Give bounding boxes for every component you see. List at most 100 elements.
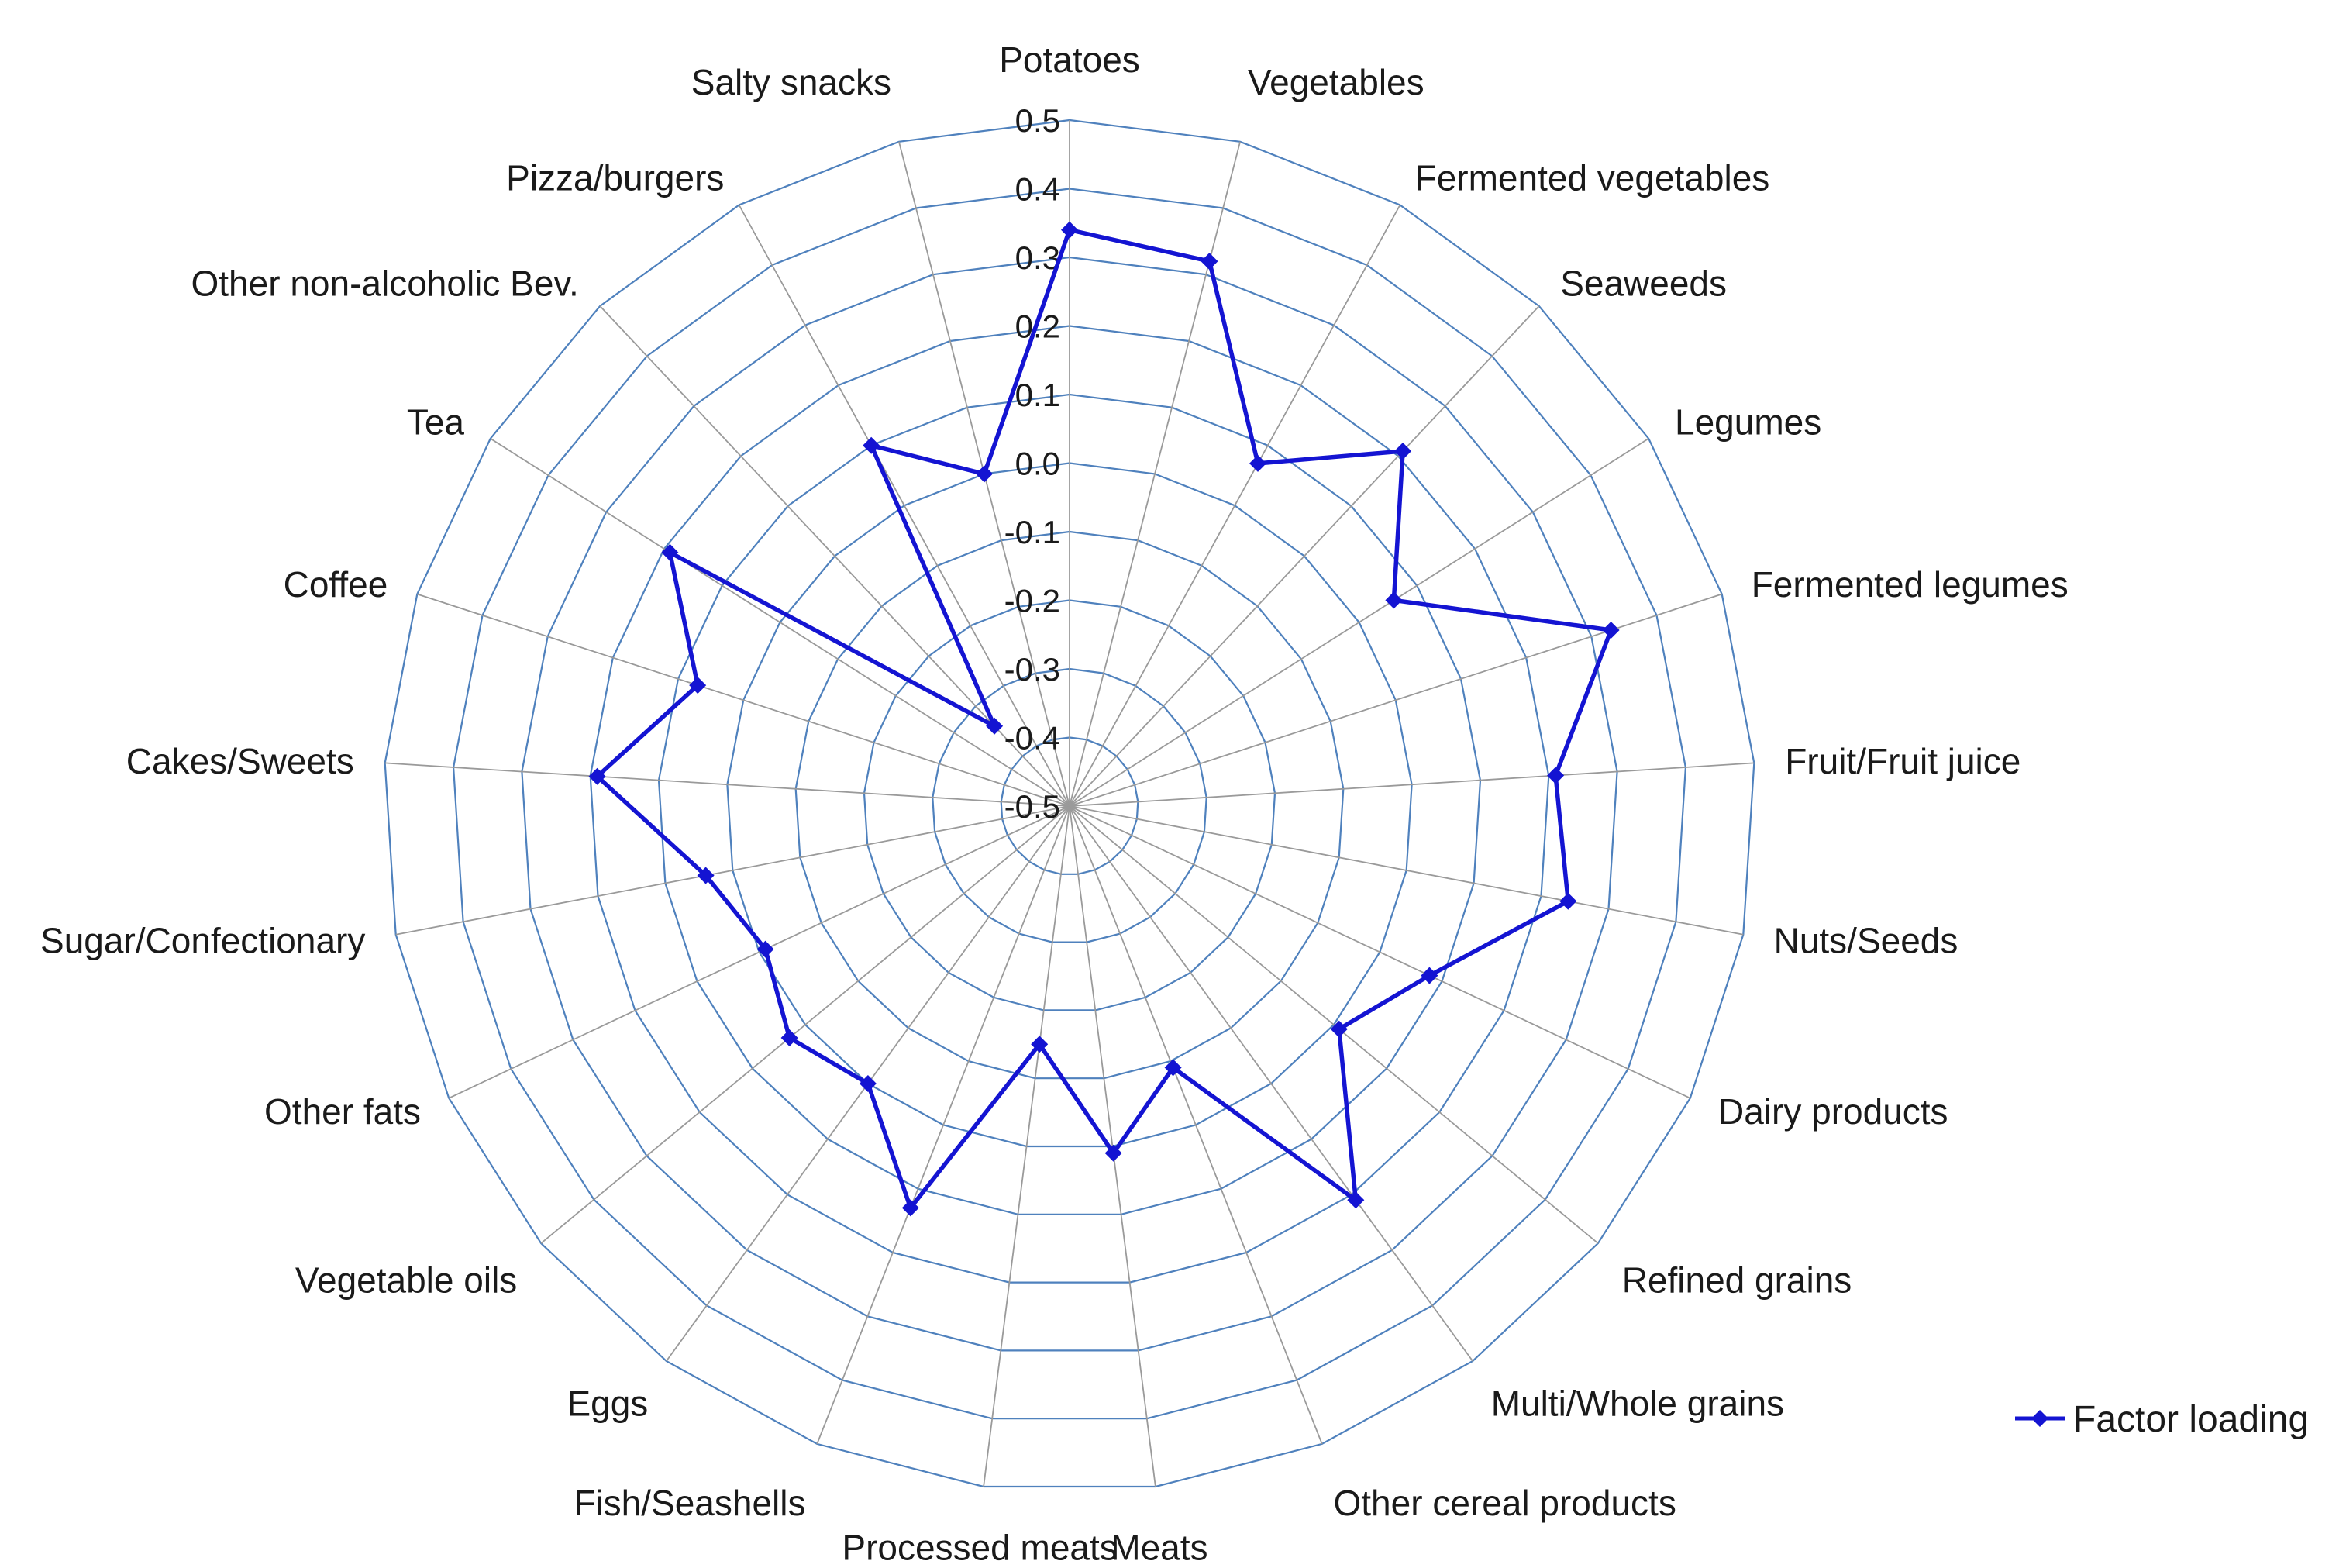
category-label: Vegetables bbox=[1248, 62, 1424, 102]
radial-tick-label: 0.5 bbox=[1015, 102, 1060, 139]
category-label: Pizza/burgers bbox=[506, 157, 724, 198]
spoke bbox=[1069, 305, 1540, 807]
category-label: Vegetable oils bbox=[295, 1260, 517, 1301]
category-label: Other non-alcoholic Bev. bbox=[191, 264, 579, 304]
spoke bbox=[1069, 805, 1744, 936]
spoke bbox=[490, 438, 1070, 807]
category-label: Sugar/Confectionary bbox=[40, 920, 365, 960]
data-point-marker bbox=[1547, 767, 1565, 784]
tick-labels: -0.5-0.4-0.3-0.2-0.10.00.10.20.30.40.5 bbox=[1004, 102, 1060, 825]
data-point-marker bbox=[780, 1029, 798, 1046]
series-line bbox=[594, 227, 1614, 1213]
category-label: Other fats bbox=[264, 1091, 421, 1132]
grid-ring bbox=[521, 256, 1618, 1352]
spoke bbox=[417, 593, 1070, 807]
spoke bbox=[1069, 438, 1649, 807]
spoke bbox=[1069, 805, 1599, 1244]
grid-ring bbox=[452, 188, 1687, 1420]
data-point-marker bbox=[986, 717, 1004, 735]
data-point-marker bbox=[1394, 443, 1412, 460]
data-point-marker bbox=[1031, 1036, 1049, 1053]
data-point-marker bbox=[976, 465, 993, 483]
data-point-marker bbox=[697, 867, 715, 884]
data-point-marker bbox=[1385, 591, 1403, 609]
spoke bbox=[1069, 805, 1473, 1362]
radial-tick-label: 0.4 bbox=[1015, 171, 1060, 208]
data-point-marker bbox=[689, 677, 707, 694]
category-label: Fermented legumes bbox=[1752, 564, 2069, 605]
data-point-marker bbox=[1421, 967, 1438, 984]
category-label: Fruit/Fruit juice bbox=[1785, 741, 2020, 781]
radial-tick-label: 0.1 bbox=[1015, 377, 1060, 413]
category-label: Seaweeds bbox=[1560, 264, 1727, 304]
data-point-marker bbox=[863, 436, 880, 454]
radial-tick-label: -0.5 bbox=[1004, 788, 1060, 825]
spoke bbox=[540, 805, 1070, 1244]
data-point-marker bbox=[588, 767, 606, 785]
grid-ring bbox=[726, 462, 1413, 1148]
spoke bbox=[738, 205, 1070, 807]
spoke bbox=[1069, 141, 1241, 807]
data-point-marker bbox=[1164, 1059, 1182, 1077]
grid-ring bbox=[657, 393, 1482, 1215]
grid-rings bbox=[384, 119, 1755, 1488]
category-label: Processed meats bbox=[842, 1528, 1117, 1568]
data-point-marker bbox=[1602, 622, 1620, 639]
data-point-marker bbox=[1104, 1144, 1122, 1162]
spoke bbox=[816, 805, 1070, 1445]
grid-ring bbox=[863, 599, 1276, 1011]
data-point-marker bbox=[1330, 1020, 1348, 1038]
radial-tick-label: -0.3 bbox=[1004, 651, 1060, 688]
series-layer bbox=[588, 221, 1620, 1217]
spoke bbox=[1069, 205, 1401, 807]
spokes bbox=[384, 120, 1755, 1487]
spoke bbox=[1069, 762, 1755, 807]
radial-tick-label: -0.2 bbox=[1004, 583, 1060, 619]
category-label: Cakes/Sweets bbox=[126, 741, 354, 781]
data-point-marker bbox=[1061, 221, 1078, 239]
data-point-marker bbox=[756, 940, 774, 958]
category-label: Fish/Seashells bbox=[574, 1483, 805, 1523]
category-label: Meats bbox=[1111, 1528, 1207, 1568]
legend: Factor loading bbox=[2015, 1399, 2309, 1440]
category-label: Legumes bbox=[1675, 401, 1821, 442]
spoke bbox=[1069, 805, 1691, 1099]
legend-label: Factor loading bbox=[2073, 1399, 2309, 1440]
category-label: Nuts/Seeds bbox=[1774, 920, 1958, 960]
data-point-marker bbox=[1559, 892, 1577, 910]
spoke bbox=[384, 762, 1070, 807]
category-label: Potatoes bbox=[999, 40, 1140, 80]
data-point-marker bbox=[1249, 454, 1266, 472]
category-label: Salty snacks bbox=[691, 62, 891, 102]
radial-tick-label: 0.3 bbox=[1015, 240, 1060, 276]
grid-ring bbox=[1000, 736, 1139, 875]
category-label: Other cereal products bbox=[1334, 1483, 1676, 1523]
category-label: Eggs bbox=[567, 1383, 648, 1423]
spoke bbox=[448, 805, 1070, 1099]
legend-marker bbox=[2031, 1410, 2048, 1427]
radial-tick-label: -0.1 bbox=[1004, 514, 1060, 550]
category-label: Coffee bbox=[284, 564, 388, 605]
category-label: Refined grains bbox=[1622, 1260, 1852, 1301]
category-label: Multi/Whole grains bbox=[1491, 1383, 1784, 1423]
category-label: Tea bbox=[407, 401, 465, 442]
grid-ring bbox=[932, 667, 1207, 943]
spoke bbox=[395, 805, 1070, 936]
grid-ring bbox=[794, 530, 1345, 1080]
category-label: Fermented vegetables bbox=[1415, 157, 1770, 198]
data-point-marker bbox=[661, 543, 679, 561]
radial-tick-label: -0.4 bbox=[1004, 720, 1060, 756]
grid-ring bbox=[384, 119, 1755, 1488]
data-point-marker bbox=[1347, 1191, 1365, 1209]
spoke bbox=[1069, 805, 1323, 1445]
category-labels: Potatoes Vegetables Fermented vegetables Se… bbox=[40, 40, 2069, 1568]
spoke bbox=[983, 805, 1070, 1487]
data-point-marker bbox=[859, 1075, 877, 1092]
grid-ring bbox=[589, 325, 1550, 1284]
category-label: Dairy products bbox=[1718, 1091, 1948, 1132]
data-point-marker bbox=[1201, 253, 1218, 271]
data-point-marker bbox=[901, 1199, 919, 1217]
radial-tick-label: 0.0 bbox=[1015, 446, 1060, 482]
